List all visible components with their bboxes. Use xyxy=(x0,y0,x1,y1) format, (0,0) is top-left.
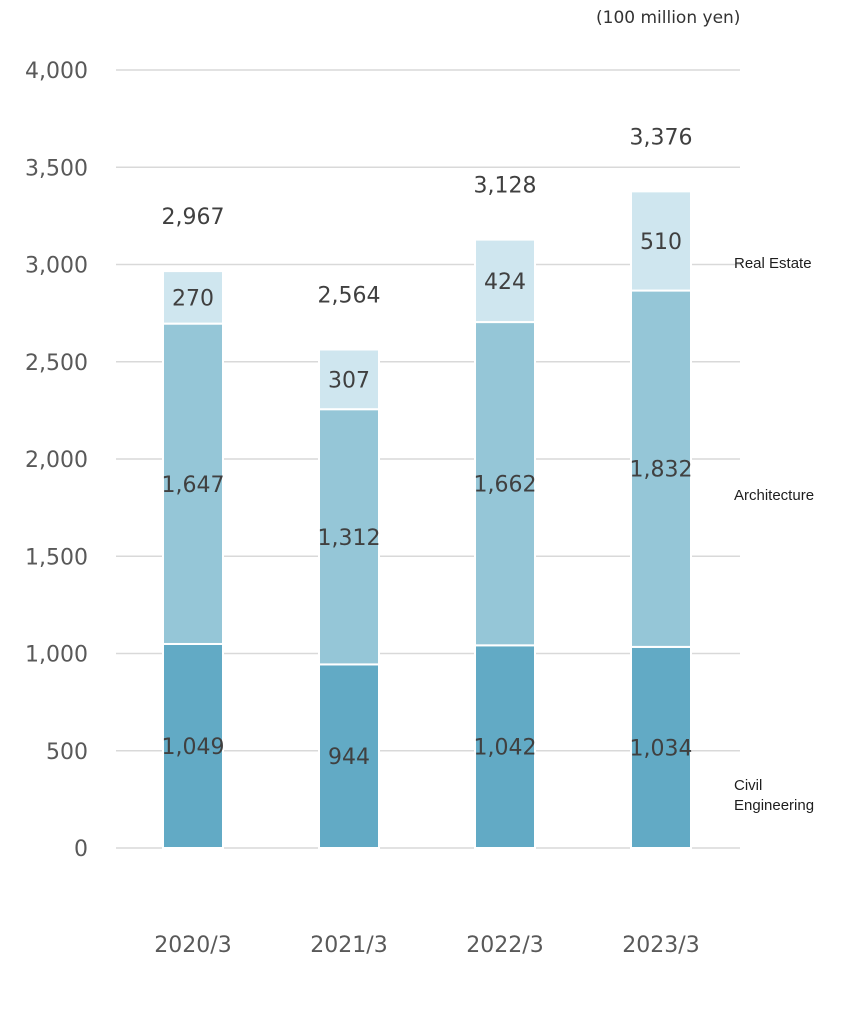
bar-segment xyxy=(162,270,224,325)
bar-segment xyxy=(162,642,224,849)
total-label: 2,967 xyxy=(162,205,225,230)
y-tick-label: 2,000 xyxy=(25,448,88,473)
y-tick-label: 3,500 xyxy=(25,156,88,181)
bar-segment xyxy=(630,190,692,292)
bar-segment xyxy=(474,238,536,324)
value-label: 1,034 xyxy=(630,736,693,761)
y-tick-label: 4,000 xyxy=(25,59,88,84)
legend-label: Architecture xyxy=(734,487,815,504)
legend-real-estate: Real Estate xyxy=(734,254,812,274)
y-tick-label: 500 xyxy=(46,740,88,765)
legend-label: Real Estate xyxy=(734,255,812,272)
total-label: 2,564 xyxy=(318,283,381,308)
bar-segment xyxy=(162,322,224,645)
x-axis-ticks: 2020/3 2021/3 2022/3 2023/3 xyxy=(154,933,699,958)
value-label: 1,049 xyxy=(162,735,225,760)
value-label: 1,042 xyxy=(474,736,537,761)
legend-civil-engineering: Civil Engineering xyxy=(734,776,814,816)
y-tick-label: 0 xyxy=(74,837,88,862)
y-tick-label: 1,500 xyxy=(25,545,88,570)
value-label: 270 xyxy=(172,286,214,311)
x-tick-label: 2020/3 xyxy=(154,933,231,958)
value-label: 1,832 xyxy=(630,458,693,483)
value-label: 307 xyxy=(328,368,370,393)
value-label: 944 xyxy=(328,745,370,770)
total-labels: 2,967 2,564 3,128 3,376 xyxy=(162,125,693,308)
bars xyxy=(162,190,692,850)
value-labels: 1,049 1,647 270 944 1,312 307 1,042 1,662 424 1,0… xyxy=(162,230,693,770)
value-label: 424 xyxy=(484,270,526,295)
legend-label: Civil xyxy=(734,777,763,794)
bar-segment xyxy=(318,348,380,411)
bar-segment xyxy=(318,663,380,850)
value-label: 1,647 xyxy=(162,473,225,498)
bar-segment xyxy=(474,644,536,849)
unit-label: (100 million yen) xyxy=(596,8,741,28)
y-axis-ticks: 0 500 1,000 1,500 2,000 2,500 3,000 3,500 4,000 xyxy=(25,59,88,862)
value-label: 1,662 xyxy=(474,473,537,498)
value-label: 1,312 xyxy=(318,526,381,551)
bar-segment xyxy=(630,289,692,648)
x-tick-label: 2022/3 xyxy=(466,933,543,958)
legend-architecture: Architecture xyxy=(734,486,814,506)
x-tick-label: 2021/3 xyxy=(310,933,387,958)
total-label: 3,376 xyxy=(630,125,693,150)
value-label: 510 xyxy=(640,230,682,255)
y-tick-label: 2,500 xyxy=(25,351,88,376)
bar-segment xyxy=(630,645,692,850)
legend-label: Engineering xyxy=(734,797,815,814)
x-tick-label: 2023/3 xyxy=(622,933,699,958)
bar-segment xyxy=(318,408,380,666)
y-tick-label: 3,000 xyxy=(25,254,88,279)
y-tick-label: 1,000 xyxy=(25,643,88,668)
total-label: 3,128 xyxy=(474,174,537,199)
